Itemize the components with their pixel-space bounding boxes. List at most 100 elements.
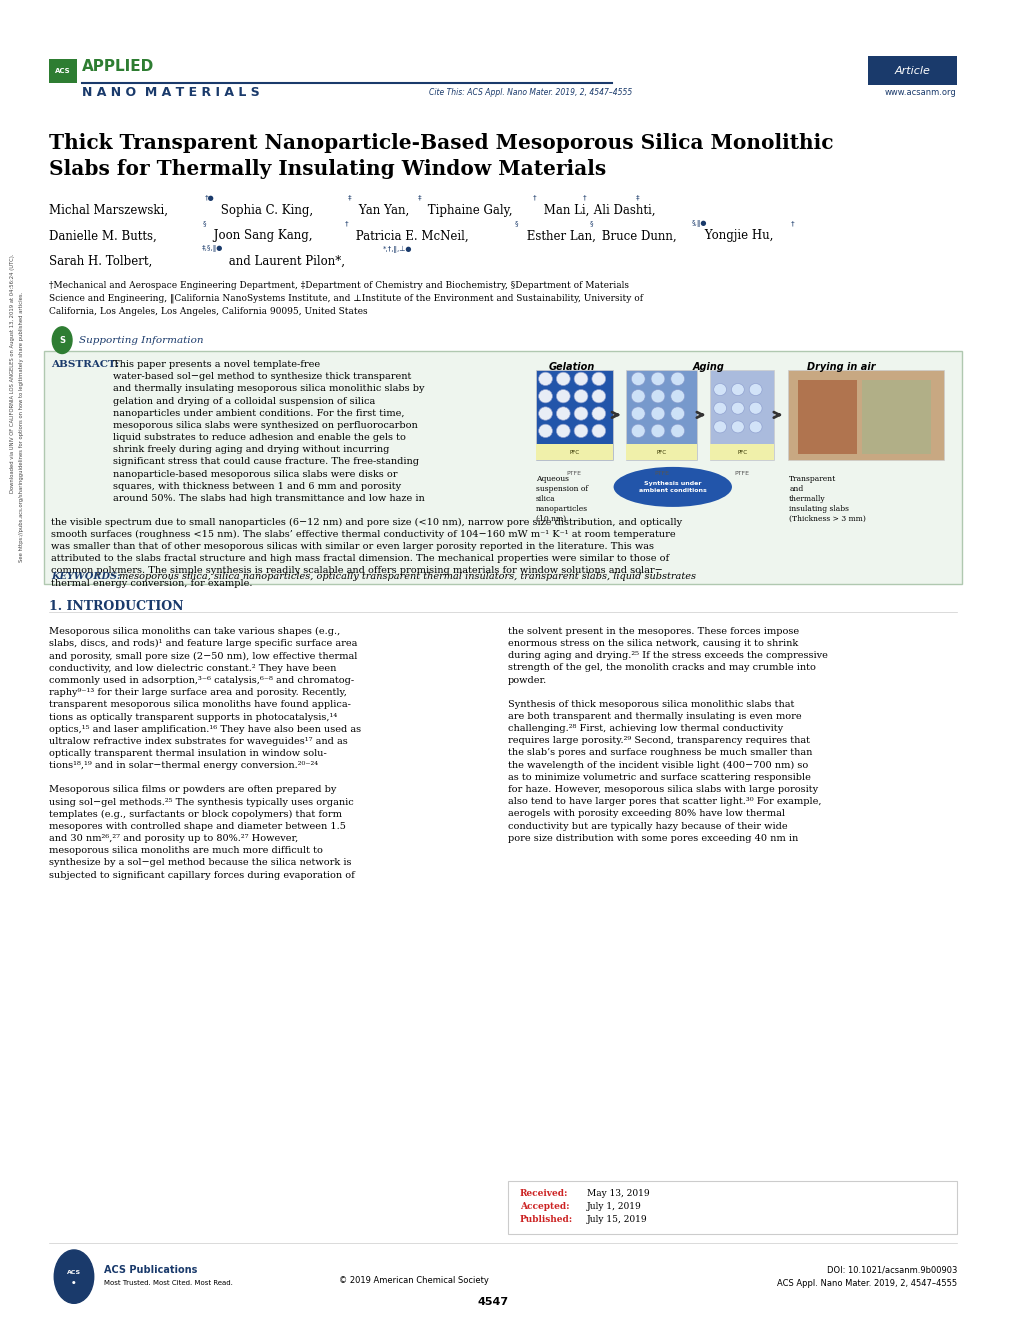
Text: See https://pubs.acs.org/sharingguidelines for options on how to legitimately sh: See https://pubs.acs.org/sharingguidelin… [19,292,24,562]
Ellipse shape [671,407,684,420]
Bar [709,444,773,460]
Text: ACS: ACS [55,68,71,73]
Bar [626,370,697,460]
Text: ACS Publications: ACS Publications [104,1265,197,1275]
Ellipse shape [731,420,744,432]
Ellipse shape [713,383,726,395]
Ellipse shape [650,390,664,403]
Ellipse shape [650,424,664,438]
Text: †: † [532,195,536,200]
Text: Accepted:: Accepted: [520,1202,569,1211]
Text: §: § [589,220,593,225]
Ellipse shape [671,372,684,386]
Ellipse shape [713,403,726,414]
Text: APPLIED: APPLIED [82,59,154,75]
Text: Aging: Aging [692,362,723,371]
Text: PFC: PFC [656,450,666,455]
Bar [507,1181,956,1234]
Ellipse shape [574,424,587,438]
Circle shape [54,1250,94,1303]
Text: mesoporous silica, silica nanoparticles, optically transparent thermal insulator: mesoporous silica, silica nanoparticles,… [116,572,696,582]
Ellipse shape [555,407,570,420]
Text: Cite This: ACS Appl. Nano Mater. 2019, 2, 4547–4555: Cite This: ACS Appl. Nano Mater. 2019, 2… [429,88,632,96]
Ellipse shape [591,424,605,438]
Ellipse shape [555,424,570,438]
Ellipse shape [731,383,744,395]
Ellipse shape [650,407,664,420]
Text: the visible spectrum due to small nanoparticles (6−12 nm) and pore size (<10 nm): the visible spectrum due to small nanopa… [51,518,682,588]
Text: S: S [59,336,65,344]
Bar [867,56,956,85]
Ellipse shape [671,424,684,438]
Text: July 15, 2019: July 15, 2019 [586,1215,647,1225]
Text: ‡: ‡ [347,195,352,200]
Text: ‡,§,‖●: ‡,§,‖● [202,245,223,252]
Text: §,‖●: §,‖● [691,220,706,227]
Ellipse shape [749,383,761,395]
Ellipse shape [538,390,552,403]
Text: Article: Article [894,65,929,76]
Ellipse shape [631,372,645,386]
Ellipse shape [731,403,744,414]
Text: PTFE: PTFE [654,471,668,476]
Ellipse shape [538,407,552,420]
Text: Downloaded via UNIV OF CALIFORNIA LOS ANGELES on August 13, 2019 at 04:56:24 (UT: Downloaded via UNIV OF CALIFORNIA LOS AN… [10,253,15,494]
Text: July 1, 2019: July 1, 2019 [586,1202,641,1211]
Text: †: † [791,220,794,225]
Text: Supporting Information: Supporting Information [78,336,203,344]
Text: ABSTRACT:: ABSTRACT: [51,360,119,370]
Text: ‡: ‡ [635,195,638,200]
Ellipse shape [591,407,605,420]
Text: N A N O  M A T E R I A L S: N A N O M A T E R I A L S [82,85,260,99]
Text: May 13, 2019: May 13, 2019 [586,1189,649,1198]
Text: ‡: ‡ [417,195,421,200]
Text: Drying in air: Drying in air [806,362,875,371]
Ellipse shape [574,372,587,386]
Text: PFC: PFC [569,450,579,455]
Ellipse shape [591,390,605,403]
Bar [709,370,773,460]
Text: Man Li,: Man Li, [539,204,588,217]
Text: Aqueous
suspension of
silica
nanoparticles
(10 nm): Aqueous suspension of silica nanoparticl… [535,475,587,523]
Text: Bruce Dunn,: Bruce Dunn, [597,229,676,243]
Ellipse shape [538,424,552,438]
Ellipse shape [538,372,552,386]
Text: Published:: Published: [520,1215,573,1225]
Text: †Mechanical and Aerospace Engineering Department, ‡Department of Chemistry and B: †Mechanical and Aerospace Engineering De… [49,281,643,316]
Text: ●: ● [72,1282,75,1285]
Text: Joon Sang Kang,: Joon Sang Kang, [210,229,312,243]
Text: Transparent
and
thermally
insulating slabs
(Thickness > 3 mm): Transparent and thermally insulating sla… [789,475,865,523]
Text: Patricia E. McNeil,: Patricia E. McNeil, [352,229,469,243]
Text: Sophia C. King,: Sophia C. King, [217,204,313,217]
Circle shape [52,327,72,354]
Bar [45,351,961,584]
Text: §: § [515,220,518,225]
Text: DOI: 10.1021/acsanm.9b00903: DOI: 10.1021/acsanm.9b00903 [825,1266,956,1274]
Text: Esther Lan,: Esther Lan, [523,229,595,243]
Ellipse shape [671,390,684,403]
Text: Most Trusted. Most Cited. Most Read.: Most Trusted. Most Cited. Most Read. [104,1281,232,1286]
Text: PFC: PFC [737,450,747,455]
Ellipse shape [713,420,726,432]
Text: Danielle M. Butts,: Danielle M. Butts, [49,229,157,243]
Text: Thick Transparent Nanoparticle-Based Mesoporous Silica Monolithic
Slabs for Ther: Thick Transparent Nanoparticle-Based Mes… [49,133,833,179]
Text: Tiphaine Galy,: Tiphaine Galy, [424,204,513,217]
Text: *,†,‖,⊥●: *,†,‖,⊥● [382,245,412,252]
Text: †●: †● [205,195,215,200]
Ellipse shape [749,403,761,414]
Bar [535,444,612,460]
Text: PTFE: PTFE [734,471,749,476]
Bar [49,59,76,83]
Text: 1. INTRODUCTION: 1. INTRODUCTION [49,600,183,614]
Ellipse shape [574,407,587,420]
Bar [535,370,612,460]
Text: Yongjie Hu,: Yongjie Hu, [701,229,773,243]
Text: ACS: ACS [67,1270,81,1275]
Ellipse shape [555,372,570,386]
Text: Gelation: Gelation [548,362,595,371]
Text: Received:: Received: [520,1189,568,1198]
Text: the solvent present in the mesopores. These forces impose
enormous stress on the: the solvent present in the mesopores. Th… [507,627,827,843]
Bar [626,444,697,460]
Ellipse shape [555,390,570,403]
Bar [861,380,930,454]
